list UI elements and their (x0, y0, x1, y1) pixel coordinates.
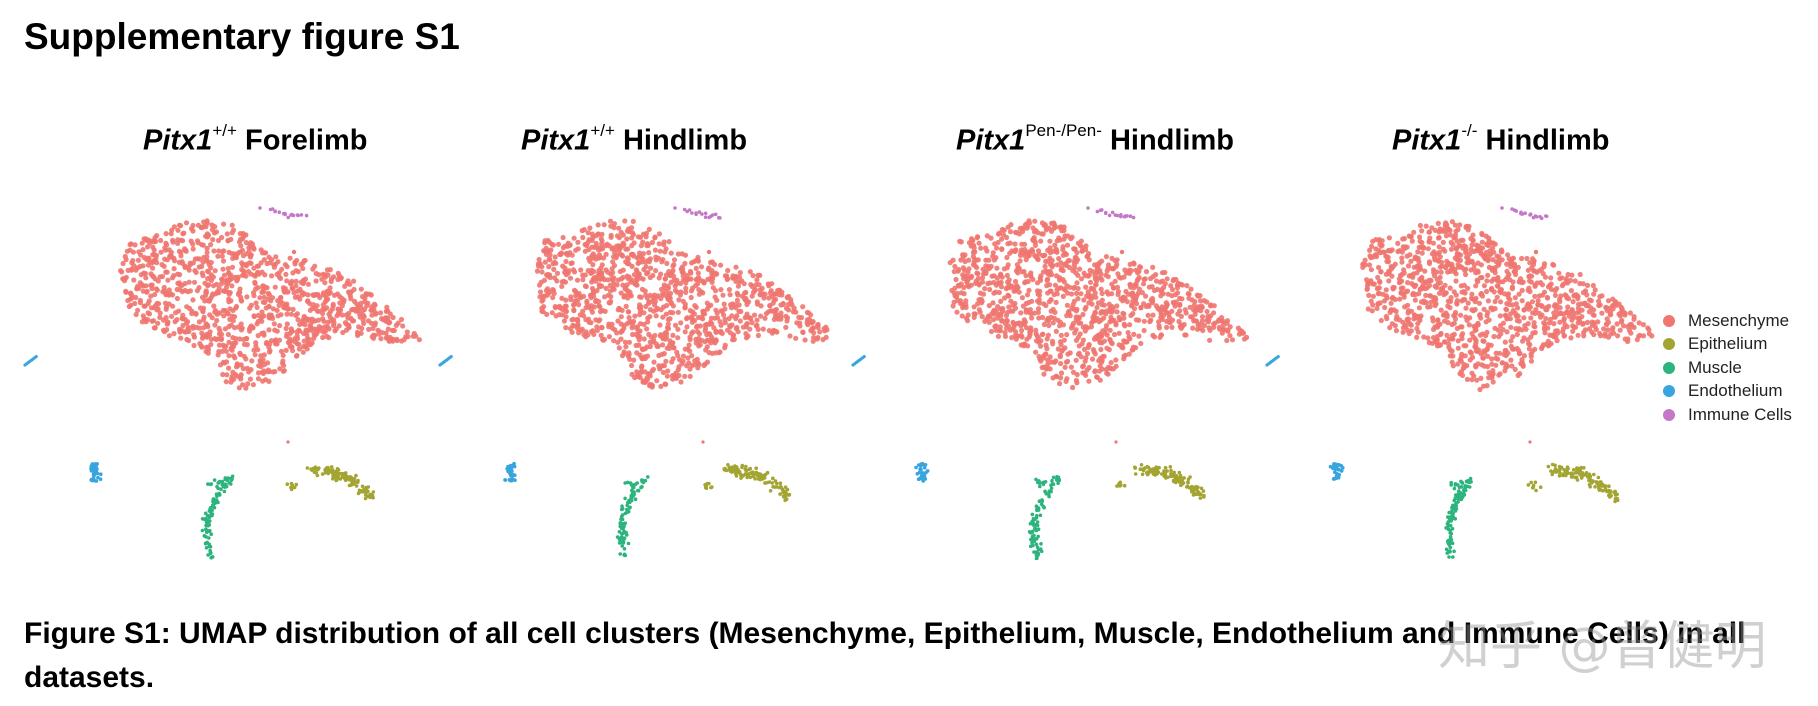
legend-dot (1663, 338, 1675, 351)
legend-label: Immune Cells (1688, 404, 1792, 424)
panel-gene: Pitx1 (956, 124, 1026, 157)
endothelium-cluster-1 (23, 355, 103, 483)
epithelium-cluster-1 (285, 465, 376, 501)
panel-gene: Pitx1 (1392, 124, 1462, 157)
epithelium-cluster-4 (1526, 462, 1620, 504)
legend-label: Muscle (1688, 357, 1742, 377)
panel-title-4: Pitx1-/- Hindlimb (1392, 121, 1610, 158)
umap-plots (23, 206, 1655, 560)
legend-dot (1663, 385, 1675, 398)
panel-title-2: Pitx1+/+ Hindlimb (521, 121, 748, 158)
legend-dot (1663, 408, 1675, 421)
panel-title-1: Pitx1+/+ Forelimb (143, 121, 368, 158)
legend-item-endothelium: Endothelium (1663, 380, 1792, 404)
panel-genotype: +/+ (212, 121, 237, 140)
legend-item-epithelium: Epithelium (1663, 333, 1792, 357)
muscle-cluster-2 (615, 475, 650, 558)
endothelium-cluster-2 (438, 355, 517, 483)
panel-gene: Pitx1 (143, 124, 213, 157)
mesenchyme-cluster-3 (947, 218, 1250, 391)
muscle-cluster-4 (1444, 476, 1473, 559)
panel-tissue: Hindlimb (622, 124, 748, 157)
panel-tissue: Hindlimb (1485, 124, 1610, 157)
epithelium-cluster-2 (703, 463, 792, 503)
figure-caption: Figure S1: UMAP distribution of all cell… (24, 617, 1746, 694)
legend-label: Mesenchyme (1688, 310, 1790, 330)
endothelium-cluster-4 (1265, 355, 1345, 481)
mesenchyme-cluster-2 (534, 218, 830, 390)
legend-item-immune-cells: Immune Cells (1663, 403, 1792, 427)
panel-genotype: +/+ (590, 121, 615, 140)
muscle-cluster-1 (200, 474, 235, 560)
mesenchyme-cluster-1 (118, 218, 422, 391)
mesenchyme-cluster-4 (1360, 219, 1655, 393)
legend-label: Epithelium (1688, 334, 1768, 354)
panel-genotype: Pen-/Pen- (1025, 121, 1102, 140)
immune-cluster-4 (1500, 206, 1549, 444)
endothelium-cluster-3 (851, 355, 930, 483)
legend-item-muscle: Muscle (1663, 356, 1792, 380)
immune-cluster-2 (673, 206, 722, 444)
legend-dot (1663, 361, 1675, 374)
cluster-legend: Mesenchyme Epithelium Muscle Endothelium… (1663, 309, 1792, 427)
legend-label: Endothelium (1688, 381, 1783, 401)
panel-gene: Pitx1 (521, 124, 591, 157)
immune-cluster-1 (258, 206, 309, 444)
muscle-cluster-3 (1027, 475, 1062, 560)
epithelium-cluster-3 (1115, 463, 1206, 500)
supplementary-title: Supplementary figure S1 (24, 16, 460, 57)
legend-item-mesenchyme: Mesenchyme (1663, 309, 1792, 333)
panel-title-3: Pitx1Pen-/Pen- Hindlimb (956, 121, 1234, 158)
immune-cluster-3 (1086, 206, 1136, 444)
panel-genotype: -/- (1461, 121, 1478, 140)
panel-tissue: Hindlimb (1109, 124, 1234, 157)
panel-tissue: Forelimb (244, 124, 368, 157)
legend-dot (1663, 314, 1675, 327)
watermark: 知乎 @曾健明 (1438, 617, 1767, 677)
